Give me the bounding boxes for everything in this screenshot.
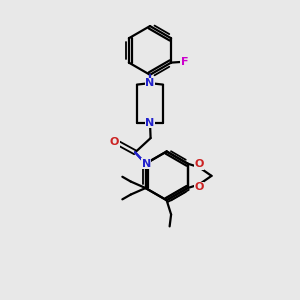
- Text: N: N: [146, 118, 154, 128]
- Text: N: N: [142, 159, 151, 169]
- Text: O: O: [110, 137, 119, 147]
- Text: F: F: [181, 57, 188, 67]
- Text: N: N: [142, 159, 151, 169]
- Text: O: O: [194, 182, 204, 193]
- Text: O: O: [194, 159, 204, 169]
- Text: N: N: [146, 78, 154, 88]
